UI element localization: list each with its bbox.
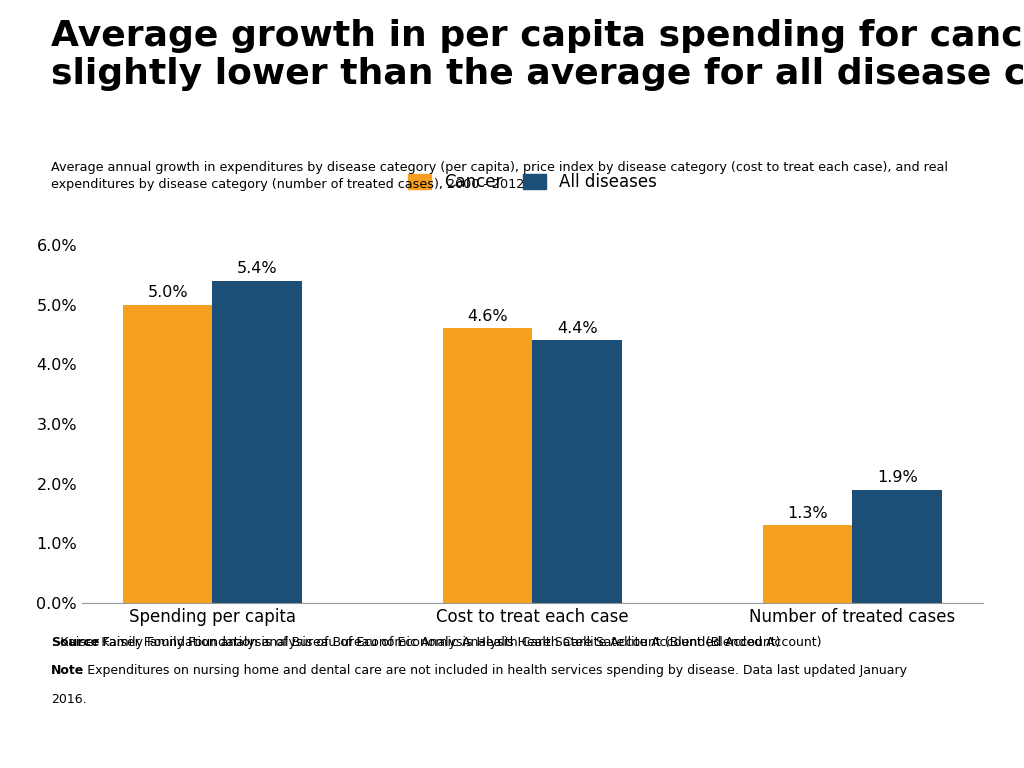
- Text: : Kaiser Family Foundation analysis of Bureau of Economic Analysis Health Care S: : Kaiser Family Foundation analysis of B…: [93, 636, 821, 649]
- Text: Average annual growth in expenditures by disease category (per capita), price in: Average annual growth in expenditures by…: [51, 161, 948, 190]
- Text: 5.4%: 5.4%: [237, 261, 278, 276]
- Text: Source: Source: [51, 636, 99, 649]
- Legend: Cancer, All diseases: Cancer, All diseases: [408, 173, 657, 191]
- Text: Note: Note: [51, 664, 84, 677]
- Text: 1.9%: 1.9%: [877, 470, 918, 485]
- Bar: [852, 489, 942, 603]
- Text: 4.6%: 4.6%: [467, 309, 508, 323]
- Bar: [532, 340, 623, 603]
- Bar: [442, 329, 532, 603]
- Text: FAMILY: FAMILY: [931, 712, 985, 726]
- Text: KAISER: KAISER: [930, 694, 986, 708]
- Text: Average growth in per capita spending for cancer was
slightly lower than the ave: Average growth in per capita spending fo…: [51, 19, 1024, 91]
- Bar: [123, 305, 213, 603]
- Text: 2016.: 2016.: [51, 693, 87, 706]
- Text: 4.4%: 4.4%: [557, 320, 598, 336]
- Text: 1.3%: 1.3%: [787, 505, 828, 521]
- Text: FOUNDATION: FOUNDATION: [929, 733, 987, 743]
- Text: 5.0%: 5.0%: [147, 285, 188, 300]
- Text: : Expenditures on nursing home and dental care are not included in health servic: : Expenditures on nursing home and denta…: [79, 664, 907, 677]
- Text: THE HENRY J.: THE HENRY J.: [932, 679, 984, 685]
- Text: : Kaiser Family Foundation analysis of Bureau of Economic Analysis Health Care S: : Kaiser Family Foundation analysis of B…: [52, 636, 780, 649]
- Bar: [763, 525, 852, 603]
- Bar: [213, 280, 302, 603]
